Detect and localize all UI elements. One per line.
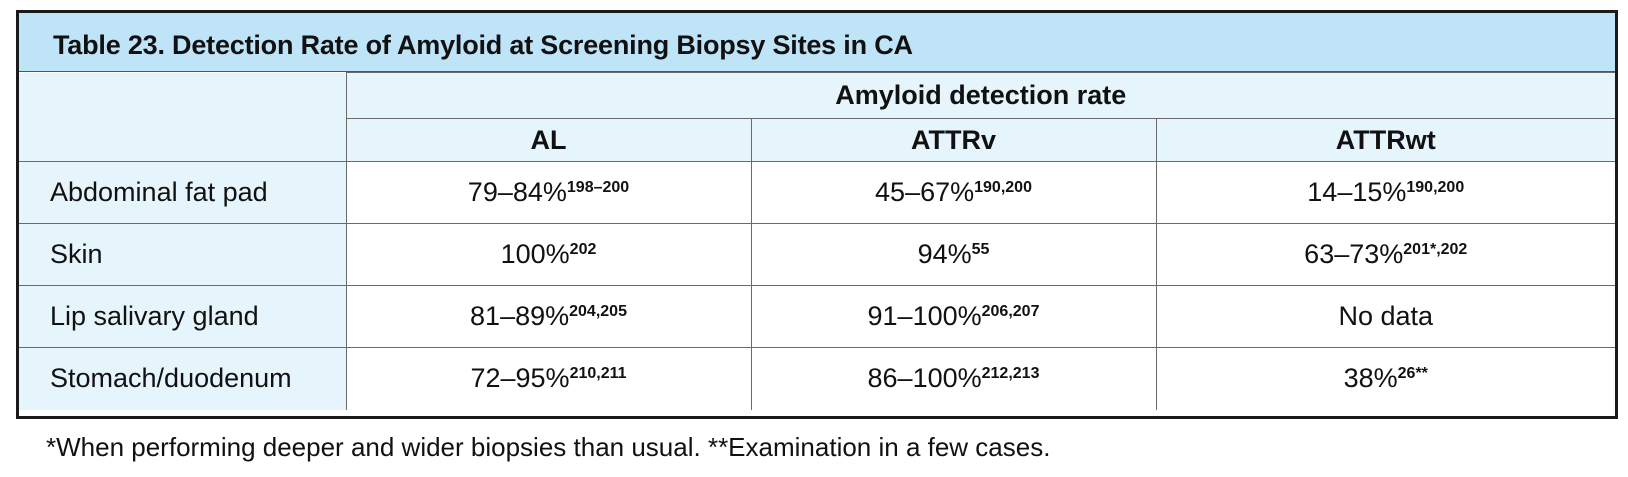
row-label: Stomach/duodenum (19, 347, 347, 410)
detection-rate-table: Amyloid detection rate AL ATTRv ATTRwt A… (19, 72, 1615, 410)
table-cell: 14–15%190,200 (1155, 161, 1615, 224)
table-cell: 86–100%212,213 (750, 347, 1157, 410)
cell-value: 100% (500, 239, 570, 269)
column-header-attrv: ATTRv (750, 118, 1157, 162)
cell-reference: 190,200 (1406, 179, 1465, 196)
table-frame: Table 23. Detection Rate of Amyloid at S… (16, 10, 1618, 419)
table-row: Skin 100%202 94%55 63–73%201*,202 (19, 223, 1615, 286)
row-label: Lip salivary gland (19, 285, 347, 348)
cell-reference: 190,200 (974, 179, 1032, 196)
table-row: Stomach/duodenum 72–95%210,211 86–100%21… (19, 347, 1615, 410)
table-cell: No data (1155, 285, 1615, 348)
row-label: Skin (19, 223, 347, 286)
table-cell: 81–89%204,205 (345, 285, 752, 348)
stub-header (19, 72, 347, 162)
column-header-attrwt: ATTRwt (1155, 118, 1615, 162)
cell-reference: 204,205 (569, 303, 627, 320)
table-title-bar: Table 23. Detection Rate of Amyloid at S… (19, 13, 1615, 72)
cell-value: 86–100% (867, 363, 982, 394)
cell-value: No data (1338, 301, 1434, 331)
cell-reference: 26** (1397, 365, 1428, 383)
cell-reference: 55 (971, 241, 990, 258)
table-cell: 63–73%201*,202 (1155, 223, 1615, 286)
cell-reference: 198–200 (566, 179, 630, 196)
column-header-al: AL (346, 118, 752, 162)
cell-value: 94% (917, 239, 972, 269)
cell-value: 81–89% (470, 301, 570, 331)
cell-reference: 201*,202 (1403, 241, 1468, 258)
table-cell: 94%55 (750, 223, 1157, 286)
group-header: Amyloid detection rate (345, 72, 1615, 119)
table-cell: 72–95%210,211 (345, 347, 752, 410)
row-label: Abdominal fat pad (19, 161, 347, 224)
table-cell: 38%26** (1155, 347, 1615, 410)
table-row: Lip salivary gland 81–89%204,205 91–100%… (19, 285, 1615, 348)
table-footnote: *When performing deeper and wider biopsi… (46, 432, 1051, 462)
cell-value: 91–100% (867, 301, 982, 331)
cell-reference: 212,213 (981, 365, 1040, 383)
cell-value: 79–84% (467, 177, 567, 207)
cell-reference: 202 (569, 241, 597, 258)
table-row: Abdominal fat pad 79–84%198–200 45–67%19… (19, 161, 1615, 224)
group-header-row: Amyloid detection rate (19, 72, 1615, 162)
table-title: Table 23. Detection Rate of Amyloid at S… (53, 30, 913, 60)
cell-reference: 210,211 (569, 365, 627, 383)
cell-value: 14–15% (1307, 177, 1407, 207)
cell-value: 45–67% (875, 177, 975, 207)
table-cell: 100%202 (345, 223, 752, 286)
table-cell: 45–67%190,200 (750, 161, 1157, 224)
cell-reference: 206,207 (981, 303, 1040, 320)
cell-value: 72–95% (470, 363, 570, 394)
cell-value: 63–73% (1304, 239, 1404, 269)
table-cell: 91–100%206,207 (750, 285, 1157, 348)
cell-value: 38% (1343, 363, 1398, 394)
table-cell: 79–84%198–200 (345, 161, 752, 224)
